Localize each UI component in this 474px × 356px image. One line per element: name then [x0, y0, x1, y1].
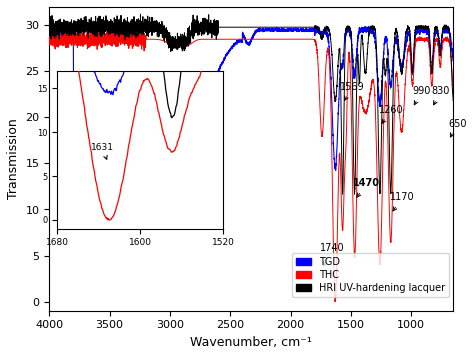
Legend: TGD, THC, HRI UV-hardening lacquer: TGD, THC, HRI UV-hardening lacquer: [292, 253, 448, 297]
Y-axis label: Transmission: Transmission: [7, 119, 20, 199]
X-axis label: Wavenumber, cm⁻¹: Wavenumber, cm⁻¹: [191, 336, 312, 349]
Text: 830: 830: [431, 87, 450, 105]
Text: 650: 650: [448, 119, 466, 137]
Text: 990: 990: [412, 87, 430, 105]
Text: 1740: 1740: [319, 243, 344, 266]
Text: 1170: 1170: [390, 192, 415, 211]
Text: 1470: 1470: [353, 178, 380, 197]
Text: 1260: 1260: [379, 105, 403, 124]
Text: 1569: 1569: [340, 82, 365, 100]
